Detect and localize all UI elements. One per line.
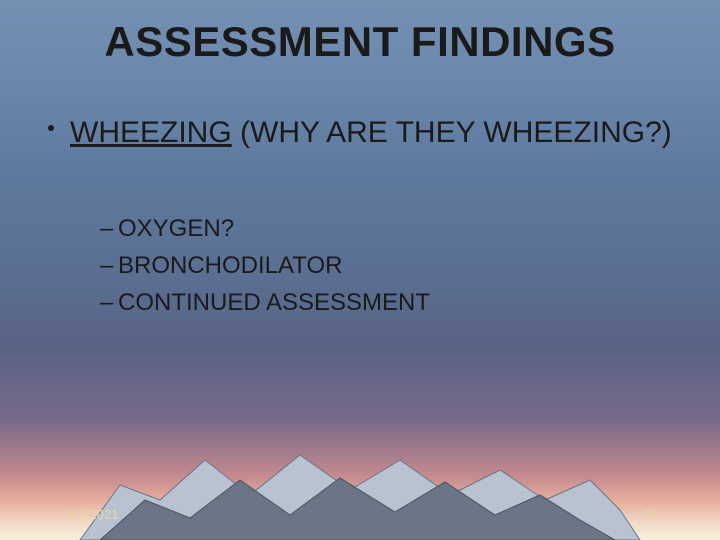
slide: ASSESSMENT FINDINGS WHEEZING (WHY ARE TH… <box>0 0 720 540</box>
sub-bullet-item: –CONTINUED ASSESSMENT <box>100 286 430 321</box>
sub-bullet-item: –BRONCHODILATOR <box>100 249 430 284</box>
sub-bullet-list: –OXYGEN? –BRONCHODILATOR –CONTINUED ASSE… <box>100 212 430 322</box>
dash-icon: – <box>100 212 118 247</box>
slide-title: ASSESSMENT FINDINGS <box>0 18 720 66</box>
sub-bullet-item: –OXYGEN? <box>100 212 430 247</box>
bullet-rest: (WHY ARE THEY WHEEZING?) <box>232 116 672 149</box>
sub-bullet-text: OXYGEN? <box>118 215 234 242</box>
sub-bullet-text: CONTINUED ASSESSMENT <box>118 289 430 316</box>
dash-icon: – <box>100 286 118 321</box>
footer-page-number: 56 <box>644 507 658 522</box>
bullet-dot-icon <box>48 125 54 131</box>
main-bullet-text: WHEEZING (WHY ARE THEY WHEEZING?) <box>48 115 672 151</box>
bullet-underlined: WHEEZING <box>70 116 232 149</box>
footer-date: 6/8/2021 <box>68 507 119 522</box>
main-bullet: WHEEZING (WHY ARE THEY WHEEZING?) <box>48 115 672 151</box>
dash-icon: – <box>100 249 118 284</box>
sub-bullet-text: BRONCHODILATOR <box>118 252 342 279</box>
